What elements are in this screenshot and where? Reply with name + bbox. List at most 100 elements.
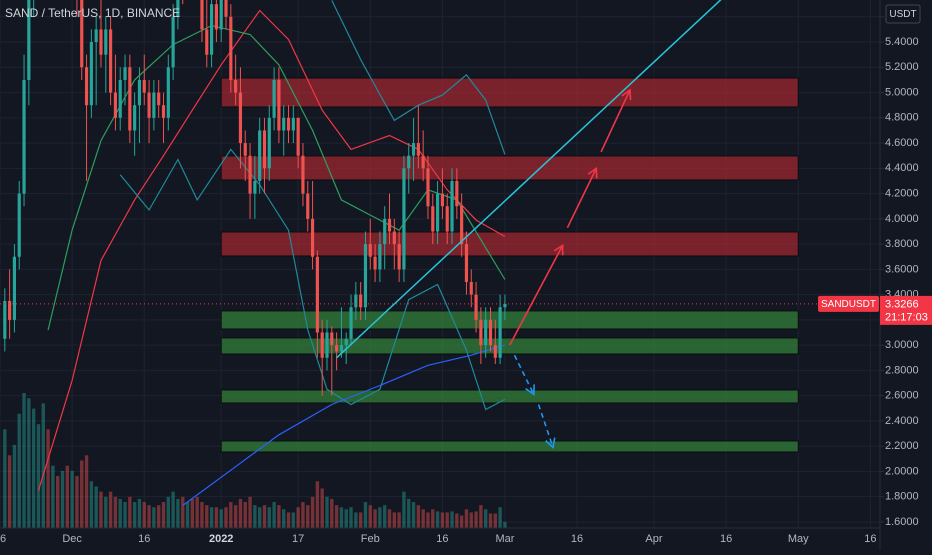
arrow-head bbox=[621, 88, 632, 101]
x-tick-label: 16 bbox=[138, 533, 150, 545]
candle-body bbox=[238, 92, 243, 144]
currency-badge[interactable] bbox=[885, 4, 921, 24]
y-tick-label: 5.4000 bbox=[885, 36, 919, 48]
y-tick-label: 5.2000 bbox=[885, 61, 919, 73]
volume-bar bbox=[195, 496, 199, 528]
x-tick-label: 16 bbox=[864, 533, 876, 545]
volume-bar bbox=[46, 429, 50, 528]
candle-body bbox=[166, 67, 170, 118]
y-tick-label: 5.0000 bbox=[885, 86, 919, 98]
candle-body bbox=[258, 130, 262, 181]
volume-bar bbox=[488, 513, 493, 528]
indicator-line bbox=[331, 0, 506, 155]
candle-body bbox=[248, 155, 252, 194]
candle-body bbox=[118, 79, 122, 118]
candle-body bbox=[503, 303, 507, 308]
volume-bar bbox=[296, 507, 300, 528]
volume-bar bbox=[200, 502, 204, 528]
candle-body bbox=[272, 79, 276, 118]
volume-bar bbox=[84, 455, 89, 528]
volume-bar bbox=[176, 498, 180, 528]
volume-bar bbox=[373, 509, 377, 528]
volume-bar bbox=[421, 509, 425, 528]
candle-body bbox=[479, 319, 483, 346]
volume-bar bbox=[498, 507, 502, 528]
candle-body bbox=[493, 345, 497, 358]
volume-bar bbox=[219, 509, 223, 528]
candle-body bbox=[152, 92, 156, 118]
x-tick-label: 2022 bbox=[209, 533, 233, 545]
x-tick-label: 17 bbox=[292, 533, 304, 545]
price-zone bbox=[220, 77, 799, 108]
volume-bar bbox=[147, 505, 151, 528]
volume-bar bbox=[455, 513, 459, 528]
volume-bar bbox=[166, 496, 170, 528]
candle-body bbox=[436, 193, 440, 232]
volume-bar bbox=[349, 507, 353, 528]
volume-bar bbox=[411, 502, 416, 528]
volume-bar bbox=[80, 460, 84, 528]
volume-bar bbox=[123, 502, 127, 528]
arrow-line bbox=[509, 244, 564, 346]
volume-bar bbox=[70, 470, 74, 528]
candle-body bbox=[113, 92, 117, 118]
candle-body bbox=[440, 193, 444, 207]
candle-body bbox=[277, 79, 281, 131]
volume-bar bbox=[330, 498, 334, 528]
volume-bar bbox=[368, 505, 372, 528]
candle-body bbox=[214, 4, 218, 30]
plot-area bbox=[0, 0, 880, 528]
y-tick-label: 4.8000 bbox=[885, 112, 919, 124]
x-tick-label: 16 bbox=[720, 533, 732, 545]
volume-bar bbox=[306, 505, 310, 528]
candle-body bbox=[234, 79, 238, 93]
volume-bar bbox=[185, 502, 190, 528]
x-tick-label: 16 bbox=[0, 533, 6, 545]
arrow-line bbox=[513, 354, 535, 395]
volume-bar bbox=[310, 496, 315, 528]
last-price-badge bbox=[880, 295, 932, 325]
x-tick-label: 16 bbox=[436, 533, 448, 545]
volume-bar bbox=[243, 502, 247, 528]
volume-bar bbox=[407, 498, 411, 528]
candle-body bbox=[161, 105, 166, 118]
candle-body bbox=[22, 79, 26, 194]
price-zone bbox=[220, 155, 799, 181]
trend-line bbox=[336, 0, 722, 359]
volume-bar bbox=[363, 502, 368, 528]
x-tick-label: Mar bbox=[495, 533, 514, 545]
volume-bar bbox=[474, 511, 478, 528]
candle-body bbox=[455, 180, 459, 207]
axes: 1.6000 1.8000 2.0000 2.2000 2.4000 2.6000 2.80… bbox=[0, 11, 932, 545]
y-tick-label: 3.0000 bbox=[885, 339, 919, 351]
volume-bar bbox=[7, 455, 12, 528]
price-zone bbox=[220, 310, 799, 330]
candle-body bbox=[306, 193, 310, 219]
candle-body bbox=[296, 117, 300, 156]
volume-bar bbox=[450, 511, 454, 528]
volume-bar bbox=[397, 512, 401, 528]
candle-body bbox=[397, 244, 401, 270]
symbol-badge bbox=[818, 295, 879, 312]
volume-bar bbox=[142, 502, 146, 528]
candle-body bbox=[450, 180, 454, 232]
volume-bar bbox=[416, 505, 421, 528]
candle-body bbox=[392, 231, 396, 245]
candle-body bbox=[253, 180, 257, 194]
volume-bar bbox=[358, 512, 363, 528]
candle-body bbox=[171, 16, 175, 68]
candle-body bbox=[445, 206, 449, 232]
price-zone bbox=[220, 337, 799, 355]
volume-bar bbox=[435, 511, 440, 528]
volume-bar bbox=[248, 496, 252, 528]
volume-bar bbox=[108, 491, 113, 528]
candle-body bbox=[378, 244, 382, 270]
candle-body bbox=[368, 244, 372, 257]
volume-bar bbox=[89, 481, 94, 528]
volume-bar bbox=[267, 507, 271, 528]
volume-bar bbox=[181, 496, 185, 528]
x-tick-label: 16 bbox=[571, 533, 583, 545]
volume-bar bbox=[426, 512, 430, 528]
volume-bar bbox=[65, 465, 70, 528]
candle-body bbox=[474, 294, 478, 320]
